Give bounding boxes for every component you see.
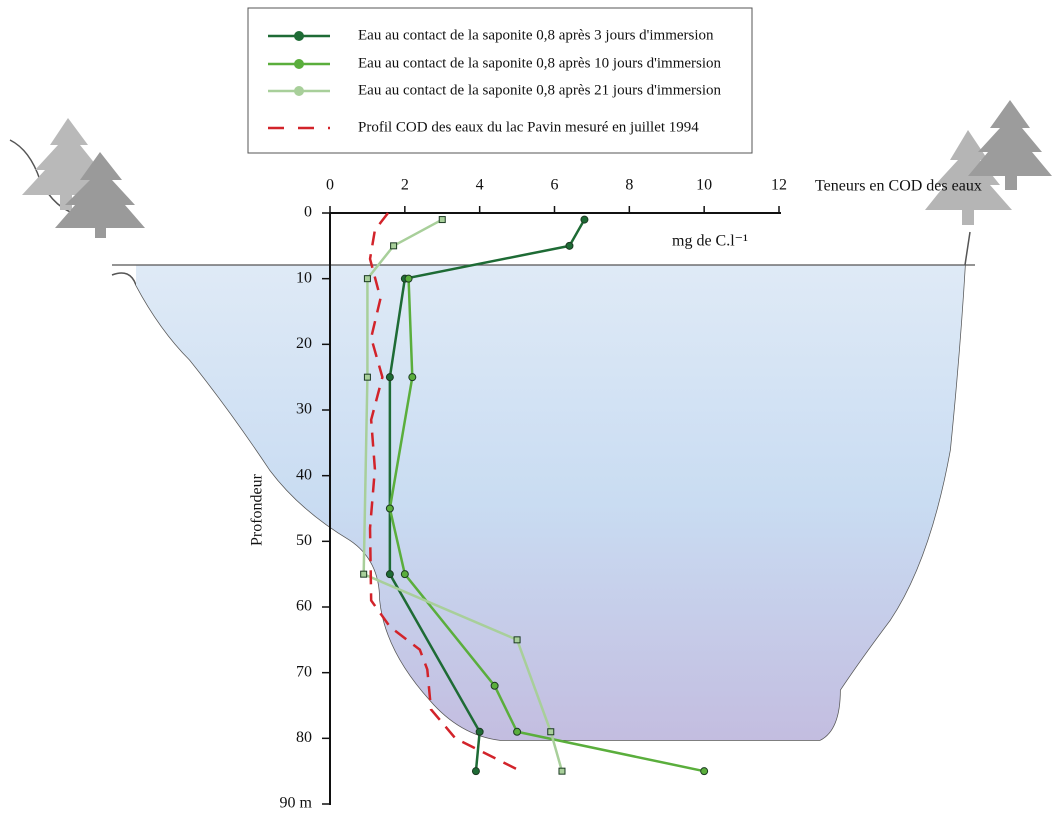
x-tick-label: 0 <box>326 177 334 194</box>
y-axis-label: Profondeur <box>249 473 266 546</box>
point <box>408 373 417 382</box>
point <box>390 242 398 250</box>
y-tick-label: 30 <box>296 401 312 418</box>
point <box>385 570 394 579</box>
point <box>385 373 394 382</box>
legend-box <box>247 7 753 154</box>
legend-label: Eau au contact de la saponite 0,8 après … <box>358 82 722 98</box>
scenery <box>9 100 1052 741</box>
point <box>490 681 499 690</box>
unit-label: mg de C.l⁻¹ <box>672 233 748 250</box>
x-tick-label: 8 <box>625 177 633 194</box>
legend-label: Profil COD des eaux du lac Pavin mesuré … <box>358 119 699 135</box>
y-tick-label: 90 m <box>280 795 313 812</box>
x-tick-label: 10 <box>696 177 712 194</box>
y-tick-label: 80 <box>296 729 312 746</box>
point <box>404 274 413 283</box>
point <box>580 215 589 224</box>
x-tick-label: 2 <box>401 177 409 194</box>
y-tick-label: 60 <box>296 598 312 615</box>
point <box>360 570 368 578</box>
point <box>547 728 555 736</box>
x-tick-label: 6 <box>551 177 559 194</box>
point <box>558 767 566 775</box>
series-line <box>368 212 522 773</box>
legend-label: Eau au contact de la saponite 0,8 après … <box>358 27 714 43</box>
y-tick-label: 0 <box>304 204 312 221</box>
y-tick-label: 70 <box>296 663 312 680</box>
point <box>513 727 522 736</box>
x-tick-label: 4 <box>476 177 484 194</box>
point <box>363 275 371 283</box>
point <box>513 636 521 644</box>
y-tick-label: 10 <box>296 269 312 286</box>
point <box>438 216 446 224</box>
y-tick-label: 40 <box>296 466 312 483</box>
point <box>400 570 409 579</box>
point <box>565 241 574 250</box>
point <box>475 727 484 736</box>
x-tick-label: 12 <box>771 177 787 194</box>
legend-marker <box>294 59 304 69</box>
legend-marker <box>294 86 304 96</box>
point <box>471 767 480 776</box>
y-tick-label: 20 <box>296 335 312 352</box>
point <box>700 767 709 776</box>
point <box>363 373 371 381</box>
point <box>385 504 394 513</box>
y-tick-label: 50 <box>296 532 312 549</box>
legend-marker <box>294 31 304 41</box>
legend-label: Eau au contact de la saponite 0,8 après … <box>358 55 722 71</box>
x-axis-label: Teneurs en COD des eaux <box>815 178 982 195</box>
series-line <box>362 218 564 772</box>
